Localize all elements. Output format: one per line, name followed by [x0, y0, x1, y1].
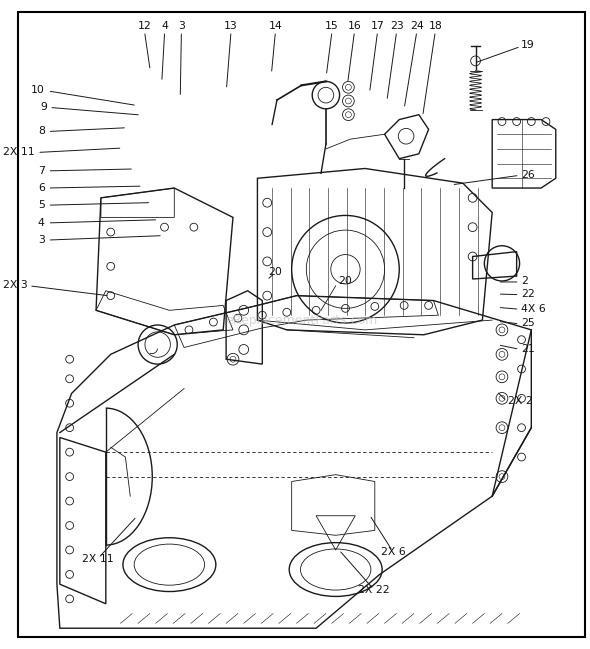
Text: 12: 12: [137, 21, 152, 31]
Text: 17: 17: [371, 21, 385, 31]
Text: 5: 5: [38, 200, 45, 210]
Text: 9: 9: [41, 102, 48, 112]
Text: 15: 15: [325, 21, 339, 31]
Text: 2X 22: 2X 22: [358, 585, 389, 595]
Text: 4: 4: [161, 21, 168, 31]
Text: 13: 13: [224, 21, 238, 31]
Text: 10: 10: [31, 84, 45, 95]
Text: 2: 2: [521, 276, 527, 286]
Text: 23: 23: [390, 21, 404, 31]
Text: 22: 22: [521, 289, 535, 299]
Text: 24: 24: [410, 21, 424, 31]
Text: 2X 11: 2X 11: [83, 554, 114, 565]
Text: 21: 21: [521, 343, 535, 354]
Text: 4: 4: [38, 218, 45, 228]
Text: 20: 20: [268, 267, 283, 277]
Text: 3: 3: [38, 235, 45, 245]
Text: 25: 25: [521, 318, 535, 328]
Text: 2X 3: 2X 3: [2, 280, 27, 290]
Text: 7: 7: [38, 166, 45, 176]
Text: 8: 8: [38, 126, 45, 136]
Text: 2X 11: 2X 11: [3, 147, 35, 157]
Text: eReplacementParts.com: eReplacementParts.com: [225, 313, 378, 326]
Text: 3: 3: [178, 21, 185, 31]
Text: 6: 6: [38, 183, 45, 193]
Text: 20: 20: [339, 276, 352, 286]
Text: 2X 6: 2X 6: [381, 546, 406, 557]
Text: 4X 6: 4X 6: [521, 304, 546, 313]
Text: 19: 19: [521, 40, 535, 50]
Text: 26: 26: [521, 170, 535, 180]
Text: 2X 2: 2X 2: [508, 396, 533, 406]
Text: 18: 18: [428, 21, 442, 31]
Text: 14: 14: [268, 21, 283, 31]
Text: 16: 16: [348, 21, 362, 31]
